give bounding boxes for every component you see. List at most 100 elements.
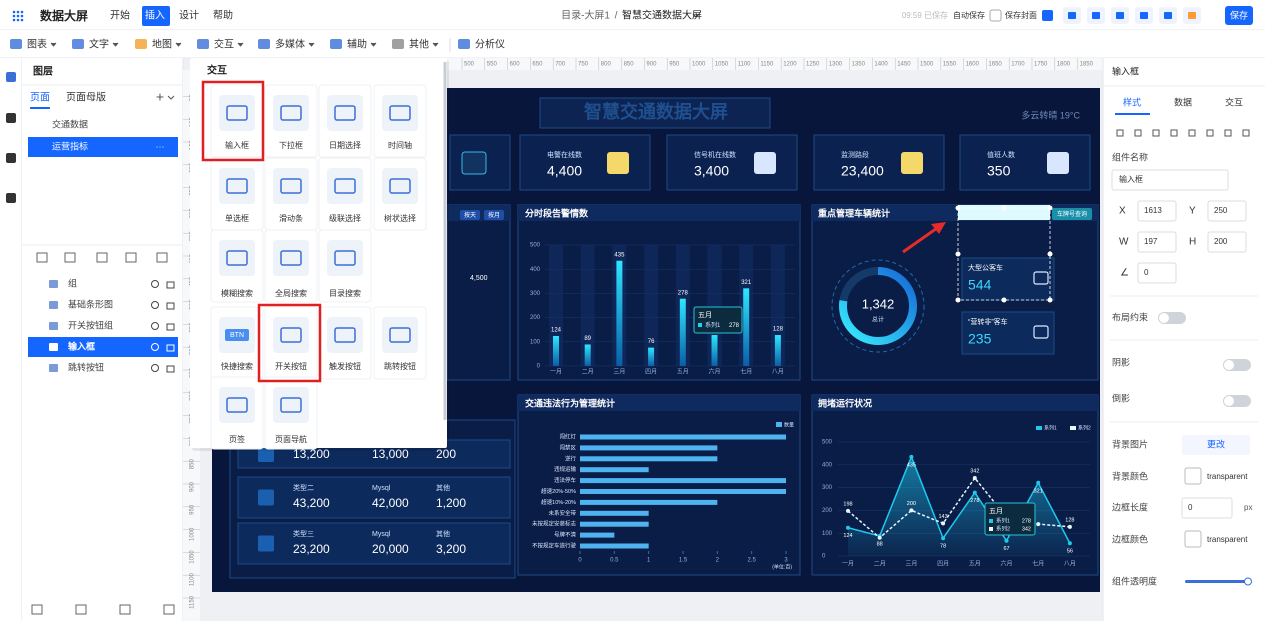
widget-label[interactable]: 单选框 [225, 213, 249, 223]
widget-label[interactable]: 时间轴 [388, 140, 412, 150]
text-input [1111, 169, 1229, 191]
resize-handle [1047, 297, 1053, 303]
toggle-button [460, 210, 480, 220]
dropdown-caret [237, 42, 244, 47]
widget-label[interactable]: 页签 [229, 434, 245, 444]
menu-item[interactable]: 开始 [110, 9, 130, 22]
widget-label[interactable]: 模糊搜索 [221, 288, 253, 298]
ruler-label: 1750 [1034, 62, 1048, 68]
layer-tool [64, 252, 76, 263]
bar [679, 298, 686, 366]
panel [446, 204, 511, 381]
more-button[interactable]: ··· [156, 141, 165, 151]
layer-item[interactable]: 组 [68, 277, 77, 288]
widget-icon [219, 95, 255, 131]
row-label: 其他 [436, 483, 450, 492]
panel-title: 图层 [33, 66, 53, 78]
y-tick-label: 400 [530, 267, 541, 273]
page-item[interactable]: 交通数据 [52, 118, 88, 129]
widget-label[interactable]: 全局搜索 [275, 288, 307, 298]
page-item[interactable]: 运营指标 [52, 140, 88, 151]
row-value: 42,000 [372, 496, 409, 510]
tab[interactable]: 页面 [30, 92, 50, 104]
widget-label[interactable]: 日期选择 [329, 140, 361, 150]
bar [580, 510, 649, 516]
align-button [1134, 129, 1142, 137]
toolbar-item[interactable]: 多媒体 [275, 38, 305, 51]
slider-knob[interactable] [1244, 577, 1252, 586]
project-title[interactable]: 智慧交通数据大屏 [622, 9, 702, 22]
widget-icon [273, 387, 309, 423]
tab[interactable]: 交互 [1225, 96, 1243, 107]
toolbar-item[interactable]: 其他 [409, 38, 429, 51]
widget-label[interactable]: 触发按钮 [329, 361, 361, 371]
dropdown-caret [167, 95, 175, 100]
bar [580, 456, 718, 462]
category-label: 违规运输 [554, 465, 577, 473]
data-row [237, 522, 511, 565]
widget-glyph [226, 250, 248, 266]
data-label: 88 [877, 541, 883, 547]
y-tick-label: 300 [530, 291, 541, 297]
input-value: 1613 [1144, 206, 1162, 215]
toolbar-item[interactable]: 分析仪 [475, 38, 505, 51]
tab[interactable]: 数据 [1174, 96, 1192, 107]
tool-icon [1188, 12, 1196, 19]
lock-icon [166, 365, 175, 373]
widget-icon [273, 317, 309, 353]
widget-icon [327, 317, 363, 353]
add-button[interactable]: + [156, 89, 164, 105]
bar [580, 467, 649, 473]
layer-icon [49, 280, 58, 288]
widget-icon [327, 168, 363, 204]
widget-label[interactable]: 快捷搜索 [221, 361, 253, 371]
logo-dot [12, 14, 16, 18]
widget-label[interactable]: 滑动条 [279, 213, 303, 223]
menu-active [142, 6, 170, 26]
menu-item[interactable]: 插入 [145, 9, 165, 22]
toolbar-item[interactable]: 图表 [27, 38, 47, 51]
toolbar-item[interactable]: 文字 [89, 38, 109, 51]
layer-item[interactable]: 输入框 [68, 340, 95, 351]
side-icon [6, 72, 16, 82]
bar [580, 489, 786, 494]
widget-label[interactable]: 级联选择 [329, 213, 361, 223]
layer-item[interactable]: 开关按钮组 [68, 319, 113, 330]
ruler-label: 950 [669, 62, 680, 68]
widget-label[interactable]: 树状选择 [384, 213, 416, 223]
visibility-icon[interactable] [151, 280, 159, 288]
layer-item[interactable]: 跳转按钮 [68, 361, 104, 372]
visibility-icon[interactable] [151, 343, 159, 351]
y-tick-label: 100 [530, 339, 541, 345]
widget-icon [273, 168, 309, 204]
tab[interactable]: 样式 [1123, 96, 1141, 107]
visibility-icon[interactable] [151, 364, 159, 372]
menu-item[interactable]: 设计 [179, 9, 199, 22]
tab[interactable]: 页面母版 [66, 91, 106, 104]
ruler-label: 1600 [966, 62, 980, 68]
input-value: transparent [1207, 472, 1248, 481]
side-icon [6, 153, 16, 163]
toolbar-item[interactable]: 地图 [152, 38, 172, 51]
legend-label: 数量 [784, 421, 794, 428]
toolbar-item[interactable]: 辅助 [347, 38, 367, 51]
widget-label[interactable]: 下拉框 [279, 140, 303, 150]
widget-label[interactable]: 目录搜索 [329, 288, 361, 298]
color-swatch [1184, 530, 1202, 548]
bar [743, 288, 750, 366]
toolbar-item[interactable]: 交互 [214, 38, 234, 51]
layer-item[interactable]: 基础条形图 [68, 298, 113, 309]
visibility-icon[interactable] [151, 301, 159, 309]
widget-label[interactable]: 开关按钮 [275, 361, 307, 371]
align-button [1224, 129, 1232, 137]
widget-label[interactable]: 输入框 [225, 140, 249, 150]
widget-glyph [389, 327, 411, 343]
widget-label[interactable]: 页面导航 [275, 434, 307, 444]
visibility-icon[interactable] [151, 322, 159, 330]
menu-item[interactable]: 帮助 [213, 9, 233, 22]
logo-dot [16, 10, 20, 14]
bar [580, 499, 718, 505]
widget-label[interactable]: 跳转按钮 [384, 361, 416, 371]
data-label: 56 [1067, 549, 1073, 555]
